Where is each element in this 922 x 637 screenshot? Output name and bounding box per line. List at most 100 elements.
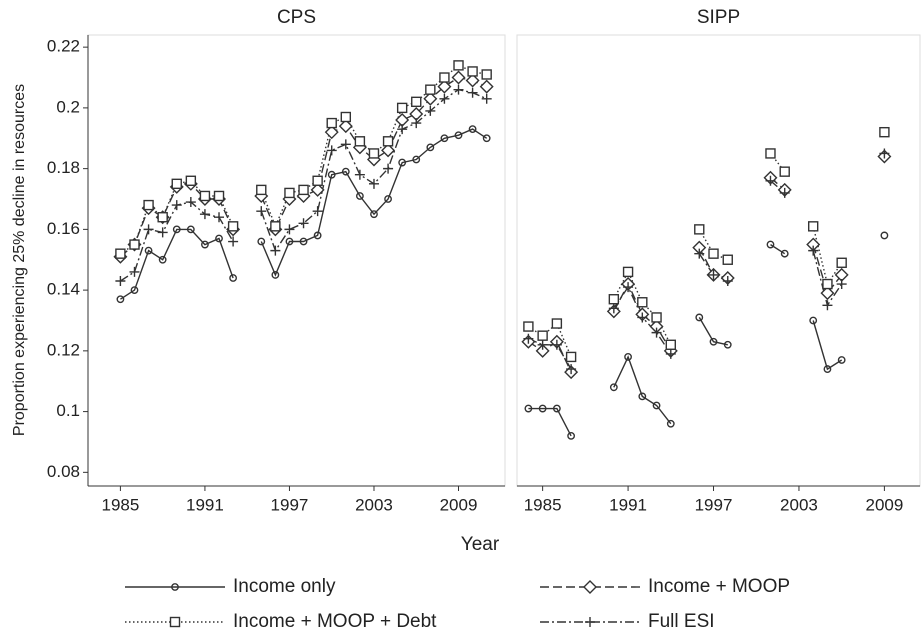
marker — [411, 118, 422, 129]
marker — [229, 274, 238, 282]
marker — [368, 148, 380, 159]
marker — [694, 224, 705, 235]
marker — [537, 339, 548, 350]
x-tick-label: 1985 — [101, 495, 139, 514]
marker — [481, 69, 492, 80]
marker — [186, 225, 195, 234]
series-line — [120, 128, 488, 300]
marker — [451, 70, 466, 85]
marker — [551, 318, 563, 329]
marker — [482, 134, 491, 143]
marker — [130, 286, 139, 295]
marker — [837, 356, 846, 364]
y-tick-label: 0.18 — [47, 158, 80, 177]
marker — [708, 269, 719, 280]
x-tick-label: 2009 — [865, 495, 903, 514]
marker — [299, 237, 308, 246]
marker — [143, 199, 154, 211]
marker — [201, 240, 209, 249]
legend-marker — [585, 617, 595, 627]
marker — [651, 312, 662, 323]
x-tick-label: 1991 — [609, 495, 647, 514]
marker — [465, 73, 480, 88]
marker — [129, 239, 140, 250]
marker — [652, 401, 661, 410]
marker — [298, 184, 309, 196]
marker — [440, 134, 449, 143]
marker — [822, 300, 833, 311]
marker — [823, 365, 832, 373]
marker — [338, 119, 353, 134]
marker — [397, 124, 408, 135]
panel-title: SIPP — [697, 7, 740, 28]
marker — [665, 348, 676, 359]
y-axis-label: Proportion experiencing 25% decline in r… — [11, 84, 28, 436]
marker — [809, 316, 818, 325]
marker — [608, 294, 620, 305]
marker — [637, 312, 648, 323]
marker — [879, 126, 890, 138]
marker — [284, 224, 295, 235]
marker — [454, 131, 463, 140]
y-tick-label: 0.12 — [47, 340, 80, 359]
marker — [822, 278, 833, 290]
legend-label: Income + MOOP + Debt — [233, 611, 437, 632]
marker — [144, 246, 153, 255]
marker — [467, 66, 478, 77]
marker — [765, 148, 776, 159]
marker — [310, 182, 325, 197]
marker — [157, 227, 168, 238]
marker — [695, 313, 704, 322]
marker — [213, 190, 225, 202]
legend-label: Income only — [233, 576, 336, 597]
marker — [624, 353, 632, 361]
marker — [270, 221, 281, 232]
marker — [638, 392, 647, 401]
y-tick-label: 0.08 — [47, 462, 80, 481]
x-tick-label: 1997 — [695, 495, 733, 514]
marker — [215, 234, 223, 243]
marker — [779, 166, 790, 177]
marker — [694, 248, 705, 259]
marker — [115, 248, 126, 259]
legend-marker — [171, 583, 179, 591]
marker — [398, 158, 407, 167]
marker — [271, 271, 280, 279]
marker — [552, 404, 561, 413]
marker — [807, 221, 819, 232]
marker — [425, 105, 436, 116]
marker — [666, 419, 675, 428]
marker — [780, 249, 789, 258]
marker — [709, 337, 718, 346]
legend-marker — [583, 580, 597, 594]
marker — [722, 254, 733, 265]
marker — [143, 224, 154, 235]
marker — [623, 282, 634, 293]
marker — [383, 163, 394, 174]
marker — [355, 192, 364, 200]
marker — [836, 257, 847, 268]
marker — [479, 79, 494, 94]
marker — [354, 169, 365, 180]
marker — [312, 206, 323, 217]
marker — [665, 339, 676, 350]
marker — [879, 148, 890, 159]
marker — [551, 339, 562, 350]
marker — [256, 206, 267, 217]
marker — [722, 276, 733, 286]
marker — [426, 143, 435, 152]
marker — [808, 245, 819, 256]
marker — [384, 195, 392, 203]
marker — [285, 237, 294, 246]
marker — [115, 276, 126, 286]
marker — [129, 266, 140, 277]
marker — [257, 237, 266, 246]
marker — [565, 351, 577, 363]
marker — [779, 187, 790, 198]
marker — [185, 175, 197, 186]
x-axis-label: Year — [461, 534, 500, 555]
y-tick-label: 0.2 — [56, 97, 80, 116]
x-tick-label: 2003 — [780, 495, 818, 514]
marker — [256, 184, 267, 196]
